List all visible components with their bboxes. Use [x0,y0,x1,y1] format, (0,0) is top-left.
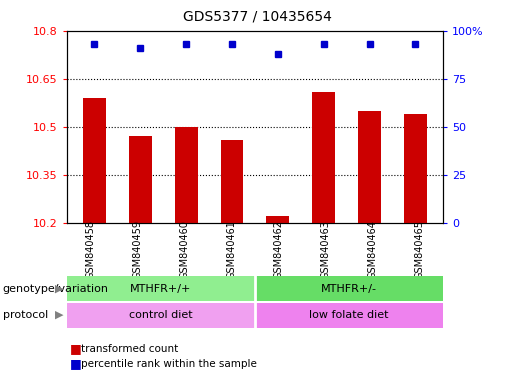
Text: GSM840464: GSM840464 [367,220,377,279]
Bar [358,111,381,223]
Text: GSM840460: GSM840460 [179,220,190,279]
Bar [129,136,152,223]
Bar [312,91,335,223]
Bar [175,127,198,223]
Bar [255,303,443,328]
Bar [404,114,427,223]
Bar [67,276,255,301]
Text: GSM840462: GSM840462 [273,220,283,279]
Text: ■: ■ [70,342,81,355]
Text: control diet: control diet [129,310,193,320]
Text: GSM840461: GSM840461 [227,220,236,279]
Bar [220,139,244,223]
Text: transformed count: transformed count [81,344,179,354]
Text: genotype/variation: genotype/variation [3,283,109,294]
Text: percentile rank within the sample: percentile rank within the sample [81,359,258,369]
Bar [83,98,106,223]
Text: GSM840465: GSM840465 [415,220,424,279]
Text: ▶: ▶ [55,310,63,320]
Text: GSM840459: GSM840459 [132,220,143,279]
Text: GDS5377 / 10435654: GDS5377 / 10435654 [183,10,332,23]
Bar [255,276,443,301]
Text: MTHFR+/+: MTHFR+/+ [130,283,192,294]
Bar [266,216,289,223]
Text: MTHFR+/-: MTHFR+/- [321,283,377,294]
Text: protocol: protocol [3,310,48,320]
Bar [67,303,255,328]
Text: GSM840463: GSM840463 [320,220,331,279]
Text: ■: ■ [70,358,81,371]
Text: ▶: ▶ [55,283,63,294]
Text: low folate diet: low folate diet [309,310,389,320]
Text: GSM840458: GSM840458 [85,220,95,279]
